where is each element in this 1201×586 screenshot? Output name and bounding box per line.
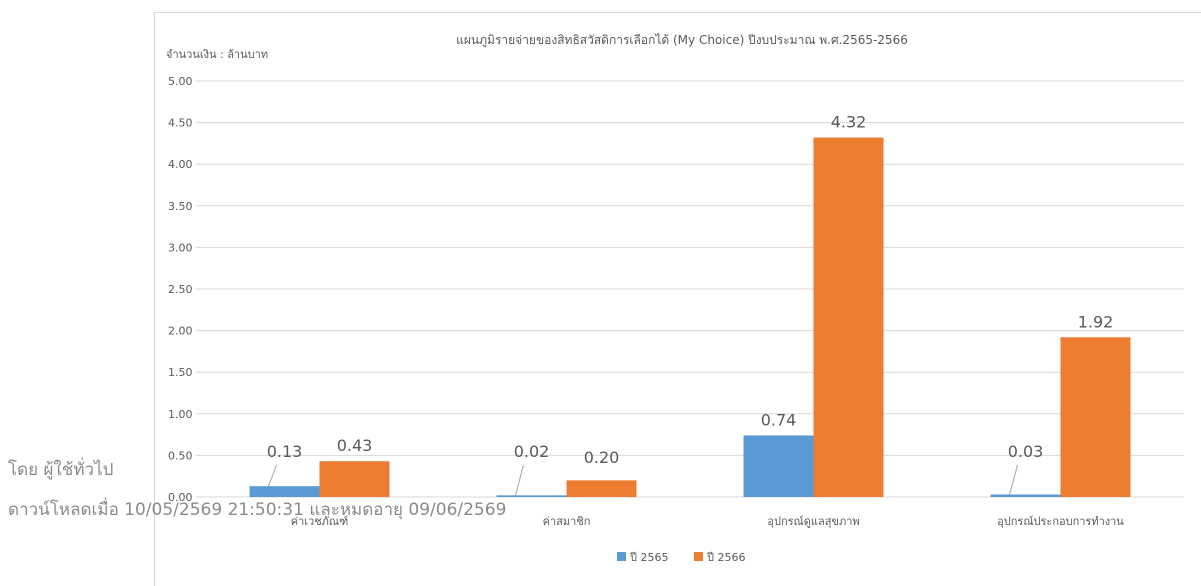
data-label: 4.32 <box>831 113 867 132</box>
y-tick-label: 5.00 <box>168 75 193 88</box>
category-label: อุปกรณ์ประกอบการทำงาน <box>997 515 1124 528</box>
bar-series2 <box>813 137 884 498</box>
y-tick-label: 3.00 <box>168 241 193 254</box>
bar-series2 <box>319 461 390 497</box>
leader-line <box>1009 464 1018 495</box>
watermark-user-line: โดย ผู้ใช้ทั่วไป <box>8 460 114 480</box>
leader-line <box>268 464 277 487</box>
legend-swatch <box>617 552 626 561</box>
legend-label: ปี 2566 <box>706 551 746 564</box>
data-label: 0.74 <box>761 410 797 429</box>
y-axis-title: จำนวนเงิน : ล้านบาท <box>166 48 268 61</box>
bar-series1 <box>990 494 1061 497</box>
bar-series2 <box>566 480 637 497</box>
data-label: 0.13 <box>267 442 303 461</box>
y-tick-label: 4.50 <box>168 117 193 130</box>
y-tick-label: 2.50 <box>168 283 193 296</box>
chart-frame <box>154 12 1201 586</box>
category-label: ค่าสมาชิก <box>543 515 591 528</box>
y-tick-label: 2.00 <box>168 325 193 338</box>
y-tick-label: 1.50 <box>168 366 193 379</box>
data-label: 1.92 <box>1078 312 1114 331</box>
watermark-download-line: ดาวน์โหลดเมื่อ 10/05/2569 21:50:31 และหม… <box>8 500 507 520</box>
category-label: อุปกรณ์ดูแลสุขภาพ <box>767 515 859 528</box>
bar-series2 <box>1060 337 1131 497</box>
bar-series1 <box>743 435 814 497</box>
y-tick-label: 4.00 <box>168 158 193 171</box>
data-label: 0.20 <box>584 448 620 467</box>
category-label: ค่าเวชภัณฑ์ <box>291 515 349 528</box>
y-tick-label: 0.50 <box>168 449 193 462</box>
data-label: 0.02 <box>514 442 550 461</box>
y-tick-label: 0.00 <box>168 491 193 504</box>
legend-label: ปี 2565 <box>629 551 669 564</box>
legend-swatch <box>694 552 703 561</box>
bar-series1 <box>496 495 567 497</box>
data-label: 0.43 <box>337 436 373 455</box>
leader-line <box>515 464 524 496</box>
y-tick-label: 3.50 <box>168 200 193 213</box>
bar-series1 <box>249 486 320 497</box>
chart-title: แผนภูมิรายจ่ายของสิทธิสวัสดิการเลือกได้ … <box>456 33 908 48</box>
y-tick-label: 1.00 <box>168 408 193 421</box>
data-label: 0.03 <box>1008 442 1044 461</box>
